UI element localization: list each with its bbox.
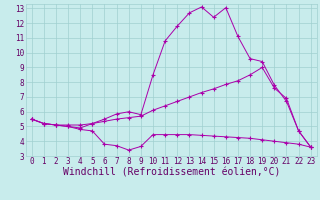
X-axis label: Windchill (Refroidissement éolien,°C): Windchill (Refroidissement éolien,°C) xyxy=(62,168,280,178)
